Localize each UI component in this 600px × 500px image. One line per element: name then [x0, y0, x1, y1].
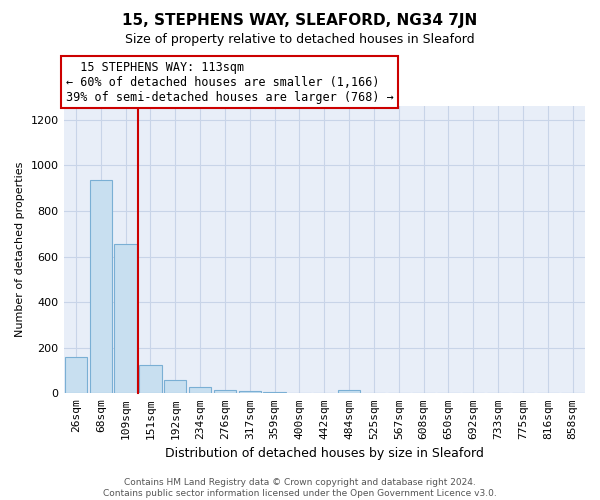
Bar	[189, 387, 211, 394]
Bar	[338, 390, 360, 394]
Bar	[263, 392, 286, 394]
Bar	[139, 365, 161, 394]
Text: Contains HM Land Registry data © Crown copyright and database right 2024.
Contai: Contains HM Land Registry data © Crown c…	[103, 478, 497, 498]
Text: 15, STEPHENS WAY, SLEAFORD, NG34 7JN: 15, STEPHENS WAY, SLEAFORD, NG34 7JN	[122, 12, 478, 28]
Bar	[65, 357, 87, 394]
Bar	[214, 390, 236, 394]
Bar	[115, 244, 137, 394]
X-axis label: Distribution of detached houses by size in Sleaford: Distribution of detached houses by size …	[165, 447, 484, 460]
Bar	[239, 392, 261, 394]
Y-axis label: Number of detached properties: Number of detached properties	[15, 162, 25, 338]
Text: 15 STEPHENS WAY: 113sqm
← 60% of detached houses are smaller (1,166)
39% of semi: 15 STEPHENS WAY: 113sqm ← 60% of detache…	[66, 61, 394, 104]
Bar	[164, 380, 187, 394]
Bar	[89, 180, 112, 394]
Text: Size of property relative to detached houses in Sleaford: Size of property relative to detached ho…	[125, 32, 475, 46]
